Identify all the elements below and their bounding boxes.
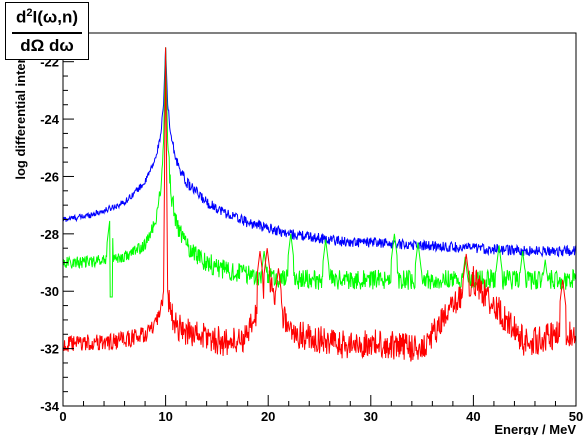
series-layer	[62, 47, 577, 362]
x-tick-label: 10	[158, 409, 172, 424]
quantity-denominator: dΩ dω	[20, 36, 74, 55]
x-tick-label: 50	[569, 409, 583, 424]
numerator-base: d	[15, 7, 27, 27]
x-tick-label: 20	[261, 409, 275, 424]
fraction-rule	[12, 32, 82, 34]
y-tick-label: -34	[40, 399, 60, 414]
x-axis-title: Energy / MeV	[494, 422, 576, 435]
series-line-3	[62, 47, 577, 362]
series-line-2	[62, 47, 577, 298]
x-tick-label: 30	[364, 409, 378, 424]
quantity-label-box: d2I(ω,n) dΩ dω	[5, 2, 89, 60]
y-axis-title: log differential intensity	[13, 32, 28, 179]
y-tick-label: -28	[40, 227, 59, 242]
numerator-exponent: 2	[26, 7, 33, 19]
y-tick-label: -24	[40, 112, 60, 127]
numerator-rest: I(ω,n)	[32, 7, 79, 27]
series-line-1	[62, 47, 577, 258]
y-tick-label: -30	[40, 284, 59, 299]
quantity-numerator: d2I(ω,n)	[6, 7, 88, 28]
y-tick-label: -32	[40, 342, 59, 357]
x-tick-label: 40	[466, 409, 480, 424]
x-tick-label: 0	[59, 409, 66, 424]
ticks-layer: 0 10 20 30 40 50-34-32-30-28-26-24-22	[40, 32, 583, 424]
y-tick-label: -26	[40, 169, 59, 184]
